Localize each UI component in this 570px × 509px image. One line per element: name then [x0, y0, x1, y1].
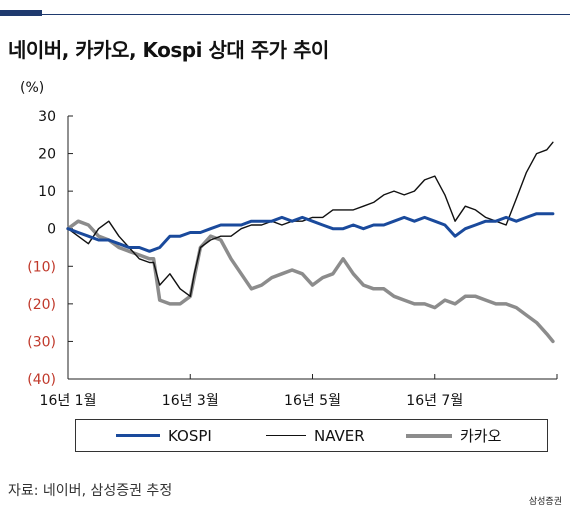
- x-tick-label: 16년 3월: [162, 393, 219, 409]
- series-line-kakao: [66, 219, 555, 344]
- legend-label-kakao: 카카오: [460, 427, 502, 445]
- y-tick-label: 10: [38, 184, 56, 200]
- x-tick-label: 16년 7월: [406, 393, 463, 409]
- top-rule: [0, 14, 570, 15]
- y-tick-label: 0: [47, 222, 56, 238]
- y-tick-label: 20: [38, 147, 56, 163]
- legend-item-kospi: KOSPI: [116, 420, 212, 451]
- y-axis: 30 20 10 0 (10) (20) (30) (40): [27, 109, 73, 388]
- y-tick-label: (20): [27, 297, 56, 313]
- x-tick-label: 16년 5월: [284, 393, 341, 409]
- brand-label: 삼성증권: [528, 497, 562, 507]
- legend: KOSPI NAVER 카카오: [75, 419, 548, 452]
- legend-label-naver: NAVER: [314, 426, 365, 445]
- x-axis: 16년 1월 16년 3월 16년 5월 16년 7월: [40, 374, 558, 409]
- x-tick-label: 16년 1월: [40, 393, 97, 409]
- top-accent-bar: [0, 10, 42, 16]
- legend-swatch-kakao: [406, 433, 452, 438]
- legend-swatch-naver: [266, 435, 306, 436]
- y-tick-label: 30: [38, 109, 56, 125]
- legend-item-kakao: 카카오: [406, 420, 501, 451]
- legend-swatch-kospi: [116, 434, 160, 437]
- legend-item-naver: NAVER: [266, 420, 365, 451]
- legend-label-kospi: KOSPI: [168, 426, 212, 445]
- y-axis-unit: (%): [20, 80, 45, 96]
- series-line-kospi: [66, 212, 555, 253]
- y-tick-label: (30): [27, 334, 56, 350]
- source-note: 자료: 네이버, 삼성증권 추정: [8, 483, 173, 499]
- series-layer: [66, 141, 555, 344]
- y-tick-label: (10): [27, 259, 56, 275]
- chart-title: 네이버, 카카오, Kospi 상대 주가 추이: [8, 38, 329, 62]
- y-tick-label: (40): [27, 372, 56, 388]
- series-line-naver: [67, 141, 554, 297]
